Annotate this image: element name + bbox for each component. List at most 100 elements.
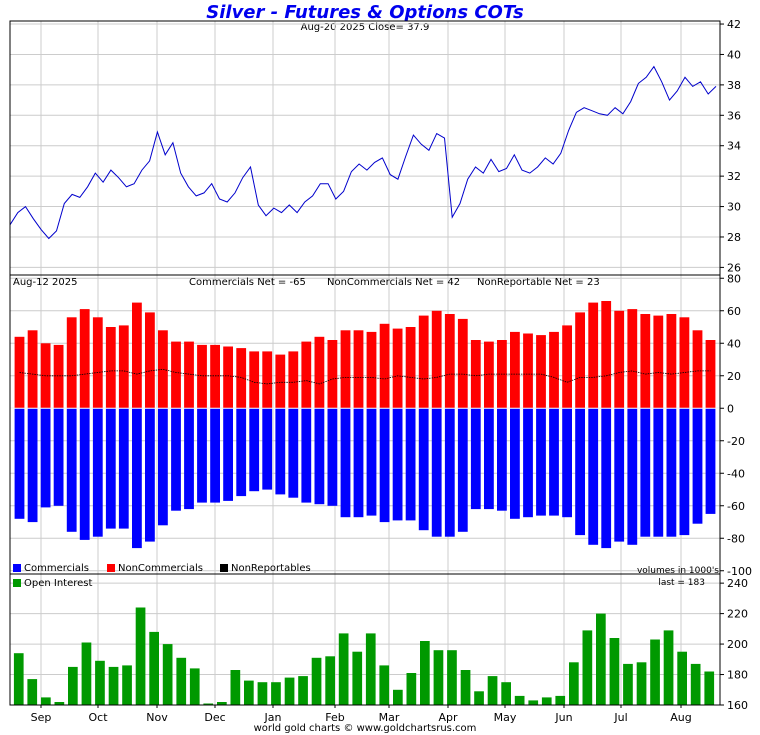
open-interest-bar [596,613,606,705]
legend-noncommercials-swatch [107,564,115,572]
noncommercials-bar [562,325,572,409]
noncommercials-bar [275,354,286,409]
open-interest-bar [230,670,241,705]
cot-tick-label: 40 [727,337,741,350]
commercials-bar [575,408,585,536]
open-interest-bar [663,630,674,705]
cot-tick-label: 0 [727,402,734,415]
month-label: Oct [88,711,108,724]
oi-tick-label: 240 [727,577,748,590]
commercials-bar [158,408,168,526]
open-interest-bar [122,665,132,705]
open-interest-bar [393,689,403,705]
volumes-note: volumes in 1000's [636,566,719,576]
open-interest-bar [582,630,593,705]
noncommercials-bar [105,327,116,409]
commercials-bar [327,408,338,506]
month-label: Aug [670,711,691,724]
noncommercials-bar [457,318,468,409]
month-label: Jan [264,711,282,724]
open-interest-bar [460,670,471,705]
month-label: Nov [146,711,168,724]
open-interest-bar [176,657,187,705]
legend-commercials-text: Commercials [24,563,90,574]
commercials-bar [184,408,194,510]
noncommercials-bar [431,310,442,409]
legend-commercials-swatch [13,564,21,572]
commercials-bar [444,408,455,537]
commercials-bar [14,408,25,519]
open-interest-panel [13,607,715,705]
price-tick-label: 38 [727,79,741,92]
open-interest-bar [189,668,200,705]
silver-price-line [9,65,717,240]
commercials-bar [92,408,103,537]
open-interest-bar [203,703,214,705]
price-tick-label: 32 [727,170,741,183]
commercials-bar [249,408,260,492]
open-interest-bar [27,679,38,705]
legend-open-interest-text: Open Interest [24,578,93,589]
noncommercials-bar [132,302,142,409]
noncommercials-bar [79,309,90,409]
commercials-bar [145,408,155,542]
cot-tick-label: 80 [727,272,741,285]
commercials-bar [653,408,664,537]
noncommercials-bar [92,317,103,409]
commercials-bar [301,408,312,503]
noncommercials-bar [379,323,390,409]
cot-panel [10,301,720,549]
commercials-bar [549,408,559,516]
open-interest-bar [298,676,308,705]
panel-frame [9,274,721,575]
noncommercials-bar [549,331,559,409]
commercials-bar [79,408,90,540]
open-interest-bar [325,656,335,705]
price-panel [9,65,717,240]
nonreportable-net-label: NonReportable Net = 23 [477,277,600,288]
commercials-bar [536,408,546,516]
price-tick-label: 42 [727,18,741,31]
noncommercials-bar [705,340,716,409]
commercials-bar [40,408,51,508]
noncommercials-bar [171,341,181,409]
cot-tick-label: -100 [727,565,752,578]
panel-frame [9,573,721,706]
commercials-bar [418,408,429,531]
open-interest-bar [68,666,78,705]
noncommercials-bar [510,331,520,409]
commercials-bar [497,408,507,511]
commercials-bar [405,408,416,521]
open-interest-bar [528,700,539,705]
month-label: Sep [31,711,52,724]
noncommercials-bar [249,351,260,409]
noncommercials-bar [27,330,38,409]
commercials-bar [562,408,572,518]
open-interest-bar [650,639,660,705]
noncommercials-bar [692,330,703,409]
open-interest-bar [271,682,281,705]
commercials-bar [431,408,442,537]
legend-commercials: Commercials [13,563,89,575]
month-label: Apr [438,711,458,724]
noncommercials-bar [614,310,625,409]
open-interest-bar [365,633,376,705]
cot-tick-label: 60 [727,305,741,318]
open-interest-bar [108,666,119,705]
noncommercials-bar [158,330,168,409]
open-interest-bar [541,697,552,705]
noncommercials-net-label: NonCommercials Net = 42 [327,277,461,288]
noncommercials-bar [197,344,207,409]
noncommercials-bar [223,346,233,409]
noncommercials-bar [627,309,638,409]
open-interest-bar [284,677,295,705]
noncommercials-bar [262,351,273,409]
cot-tick-label: -40 [727,467,745,480]
commercials-bar [601,408,612,549]
month-label: Mar [379,711,400,724]
open-interest-bar [623,663,633,705]
commercials-bar [457,408,468,532]
commercials-bar [236,408,247,497]
